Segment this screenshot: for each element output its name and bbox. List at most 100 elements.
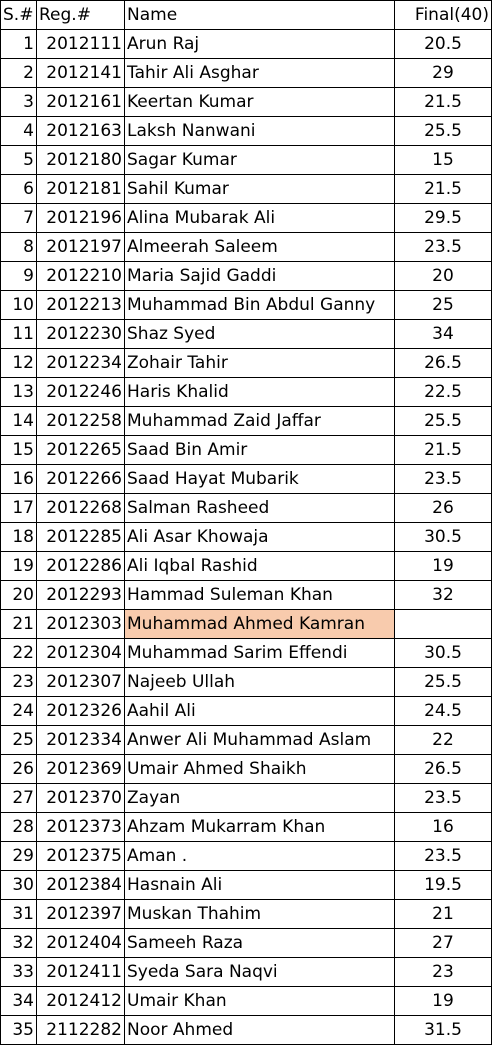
cell-final[interactable]: 25.5 bbox=[394, 406, 492, 436]
cell-name[interactable]: Ali Asar Khowaja bbox=[124, 522, 395, 552]
cell-sn[interactable]: 26 bbox=[0, 754, 37, 784]
cell-reg[interactable]: 2012210 bbox=[36, 261, 125, 291]
cell-final[interactable]: 34 bbox=[394, 319, 492, 349]
cell-name[interactable]: Najeeb Ullah bbox=[124, 667, 395, 697]
cell-reg[interactable]: 2012404 bbox=[36, 928, 125, 958]
cell-reg[interactable]: 2012285 bbox=[36, 522, 125, 552]
cell-name[interactable]: Tahir Ali Asghar bbox=[124, 58, 395, 88]
cell-sn[interactable]: 14 bbox=[0, 406, 37, 436]
cell-sn[interactable]: 11 bbox=[0, 319, 37, 349]
cell-final[interactable]: 32 bbox=[394, 580, 492, 610]
cell-sn[interactable]: 28 bbox=[0, 812, 37, 842]
cell-reg[interactable]: 2012397 bbox=[36, 899, 125, 929]
cell-name[interactable]: Zohair Tahir bbox=[124, 348, 395, 378]
cell-reg[interactable]: 2012303 bbox=[36, 609, 125, 639]
cell-final[interactable]: 23 bbox=[394, 957, 492, 987]
cell-name[interactable]: Saad Bin Amir bbox=[124, 435, 395, 465]
cell-name[interactable]: Keertan Kumar bbox=[124, 87, 395, 117]
cell-reg[interactable]: 2012258 bbox=[36, 406, 125, 436]
cell-name[interactable]: Muhammad Bin Abdul Ganny bbox=[124, 290, 395, 320]
cell-final[interactable] bbox=[394, 609, 492, 639]
header-name[interactable]: Name bbox=[124, 0, 395, 30]
cell-name[interactable]: Zayan bbox=[124, 783, 395, 813]
cell-final[interactable]: 21.5 bbox=[394, 174, 492, 204]
cell-final[interactable]: 21 bbox=[394, 899, 492, 929]
cell-final[interactable]: 19.5 bbox=[394, 870, 492, 900]
cell-name[interactable]: Maria Sajid Gaddi bbox=[124, 261, 395, 291]
cell-sn[interactable]: 7 bbox=[0, 203, 37, 233]
header-sn[interactable]: S.# bbox=[0, 0, 37, 30]
cell-reg[interactable]: 2012246 bbox=[36, 377, 125, 407]
cell-name[interactable]: Saad Hayat Mubarik bbox=[124, 464, 395, 494]
cell-reg[interactable]: 2012180 bbox=[36, 145, 125, 175]
cell-name[interactable]: Syeda Sara Naqvi bbox=[124, 957, 395, 987]
cell-final[interactable]: 20 bbox=[394, 261, 492, 291]
cell-final[interactable]: 15 bbox=[394, 145, 492, 175]
cell-final[interactable]: 23.5 bbox=[394, 783, 492, 813]
cell-reg[interactable]: 2012111 bbox=[36, 29, 125, 59]
cell-reg[interactable]: 2012266 bbox=[36, 464, 125, 494]
cell-name[interactable]: Shaz Syed bbox=[124, 319, 395, 349]
cell-sn[interactable]: 12 bbox=[0, 348, 37, 378]
cell-final[interactable]: 26 bbox=[394, 493, 492, 523]
cell-sn[interactable]: 5 bbox=[0, 145, 37, 175]
cell-reg[interactable]: 2112282 bbox=[36, 1015, 125, 1045]
cell-sn[interactable]: 17 bbox=[0, 493, 37, 523]
header-final[interactable]: Final(40) bbox=[394, 0, 492, 30]
cell-reg[interactable]: 2012307 bbox=[36, 667, 125, 697]
cell-name[interactable]: Hammad Suleman Khan bbox=[124, 580, 395, 610]
cell-final[interactable]: 19 bbox=[394, 986, 492, 1016]
cell-final[interactable]: 26.5 bbox=[394, 348, 492, 378]
cell-name[interactable]: Muhammad Sarim Effendi bbox=[124, 638, 395, 668]
cell-sn[interactable]: 2 bbox=[0, 58, 37, 88]
cell-reg[interactable]: 2012412 bbox=[36, 986, 125, 1016]
cell-reg[interactable]: 2012181 bbox=[36, 174, 125, 204]
cell-final[interactable]: 16 bbox=[394, 812, 492, 842]
cell-sn[interactable]: 31 bbox=[0, 899, 37, 929]
cell-name[interactable]: Sameeh Raza bbox=[124, 928, 395, 958]
cell-name[interactable]: Noor Ahmed bbox=[124, 1015, 395, 1045]
cell-name[interactable]: Muskan Thahim bbox=[124, 899, 395, 929]
cell-name[interactable]: Arun Raj bbox=[124, 29, 395, 59]
cell-sn[interactable]: 4 bbox=[0, 116, 37, 146]
cell-sn[interactable]: 1 bbox=[0, 29, 37, 59]
cell-reg[interactable]: 2012161 bbox=[36, 87, 125, 117]
cell-sn[interactable]: 22 bbox=[0, 638, 37, 668]
cell-final[interactable]: 25.5 bbox=[394, 667, 492, 697]
cell-name[interactable]: Muhammad Ahmed Kamran bbox=[124, 609, 395, 639]
cell-final[interactable]: 23.5 bbox=[394, 232, 492, 262]
cell-final[interactable]: 21.5 bbox=[394, 87, 492, 117]
cell-name[interactable]: Anwer Ali Muhammad Aslam bbox=[124, 725, 395, 755]
cell-sn[interactable]: 32 bbox=[0, 928, 37, 958]
cell-final[interactable]: 31.5 bbox=[394, 1015, 492, 1045]
cell-reg[interactable]: 2012163 bbox=[36, 116, 125, 146]
cell-sn[interactable]: 3 bbox=[0, 87, 37, 117]
cell-reg[interactable]: 2012375 bbox=[36, 841, 125, 871]
cell-final[interactable]: 24.5 bbox=[394, 696, 492, 726]
cell-reg[interactable]: 2012373 bbox=[36, 812, 125, 842]
cell-name[interactable]: Umair Khan bbox=[124, 986, 395, 1016]
cell-sn[interactable]: 10 bbox=[0, 290, 37, 320]
cell-sn[interactable]: 20 bbox=[0, 580, 37, 610]
cell-reg[interactable]: 2012334 bbox=[36, 725, 125, 755]
cell-sn[interactable]: 15 bbox=[0, 435, 37, 465]
cell-sn[interactable]: 16 bbox=[0, 464, 37, 494]
cell-reg[interactable]: 2012370 bbox=[36, 783, 125, 813]
cell-reg[interactable]: 2012304 bbox=[36, 638, 125, 668]
cell-name[interactable]: Almeerah Saleem bbox=[124, 232, 395, 262]
cell-reg[interactable]: 2012286 bbox=[36, 551, 125, 581]
cell-name[interactable]: Hasnain Ali bbox=[124, 870, 395, 900]
cell-sn[interactable]: 25 bbox=[0, 725, 37, 755]
cell-final[interactable]: 30.5 bbox=[394, 522, 492, 552]
cell-reg[interactable]: 2012213 bbox=[36, 290, 125, 320]
cell-sn[interactable]: 13 bbox=[0, 377, 37, 407]
cell-final[interactable]: 19 bbox=[394, 551, 492, 581]
cell-name[interactable]: Alina Mubarak Ali bbox=[124, 203, 395, 233]
cell-final[interactable]: 23.5 bbox=[394, 464, 492, 494]
cell-reg[interactable]: 2012141 bbox=[36, 58, 125, 88]
cell-name[interactable]: Ali Iqbal Rashid bbox=[124, 551, 395, 581]
cell-reg[interactable]: 2012234 bbox=[36, 348, 125, 378]
cell-final[interactable]: 25 bbox=[394, 290, 492, 320]
cell-reg[interactable]: 2012265 bbox=[36, 435, 125, 465]
cell-reg[interactable]: 2012326 bbox=[36, 696, 125, 726]
